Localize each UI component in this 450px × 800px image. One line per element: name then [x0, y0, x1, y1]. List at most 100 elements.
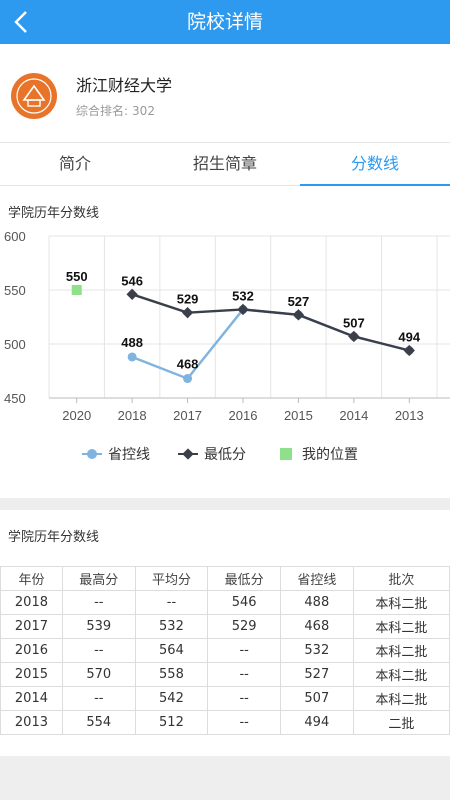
table-cell: 488	[279, 590, 354, 615]
school-name: 浙江财经大学	[76, 76, 173, 95]
x-tick-label: 2016	[229, 408, 258, 423]
series-line	[131, 293, 410, 352]
table-cell: 本科二批	[352, 590, 450, 615]
data-point	[292, 309, 305, 321]
data-label: 468	[177, 357, 199, 372]
table-row: 2018 -- -- 546 488 本科二批	[0, 590, 450, 615]
y-tick-label: 550	[4, 283, 26, 298]
top-bar: 院校详情	[0, 0, 450, 44]
table-cell: 542	[134, 686, 209, 711]
table-row: 2017 539 532 529 468 本科二批	[0, 614, 450, 639]
table-cell: --	[207, 662, 281, 687]
table-row: 2014 -- 542 -- 507 本科二批	[0, 686, 450, 711]
table-cell: --	[207, 710, 281, 735]
table-cell: 2014	[0, 686, 63, 711]
y-tick-label: 600	[4, 229, 26, 244]
table-header-cell: 平均分	[134, 566, 209, 591]
table-cell: --	[61, 590, 136, 615]
table-cell: 2016	[0, 638, 63, 663]
table-cell: 2015	[0, 662, 63, 687]
table-header-cell: 批次	[352, 566, 450, 591]
x-tick-label: 2014	[339, 408, 368, 423]
table-cell: 529	[207, 614, 281, 639]
data-label: 507	[343, 315, 365, 330]
tab-admission-guide[interactable]: 招生简章	[192, 154, 257, 173]
table-cell: --	[207, 638, 281, 663]
table-cell: 507	[279, 686, 354, 711]
table-cell: --	[61, 638, 136, 663]
data-label: 546	[121, 273, 143, 288]
data-point	[71, 285, 82, 295]
legend-marker	[280, 448, 292, 460]
x-tick-label: 2013	[395, 408, 424, 423]
legend-label: 省控线	[108, 447, 150, 463]
chart-card: 学院历年分数线 600 550 500 450 2020 2018 2017 2016 2015…	[0, 186, 450, 498]
table-row: 2015 570 558 -- 527 本科二批	[0, 662, 450, 687]
table-cell: 564	[134, 638, 209, 663]
table-cell: 2017	[0, 614, 63, 639]
table-cell: 512	[134, 710, 209, 735]
table-cell: 2018	[0, 590, 63, 615]
x-tick-label: 2020	[62, 408, 91, 423]
table-row: 2016 -- 564 -- 532 本科二批	[0, 638, 450, 663]
table-cell: 本科二批	[352, 686, 450, 711]
table-cell: 494	[279, 710, 354, 735]
table-row: 2013 554 512 -- 494 二批	[0, 710, 450, 735]
tab-intro[interactable]: 简介	[58, 154, 91, 173]
school-logo-icon	[11, 73, 57, 119]
data-label: 494	[398, 329, 420, 344]
table-header-cell: 年份	[0, 566, 63, 591]
page-title: 院校详情	[186, 11, 263, 33]
rank-label: 综合排名:	[76, 104, 129, 118]
data-label: 550	[66, 269, 88, 284]
table-cell: 468	[279, 614, 354, 639]
legend-label: 最低分	[204, 447, 246, 463]
data-label: 488	[121, 335, 143, 350]
table-header-cell: 最高分	[61, 566, 136, 591]
data-point	[181, 307, 194, 319]
legend-marker	[182, 448, 194, 460]
table-cell: 546	[207, 590, 281, 615]
tab-score-line[interactable]: 分数线	[300, 143, 450, 186]
score-table: 年份 最高分 平均分 最低分 省控线 批次 2018 -- -- 546 488 本科二批 2017 5…	[0, 566, 450, 735]
x-tick-label: 2018	[118, 408, 147, 423]
table-cell: --	[61, 686, 136, 711]
rank-value: 302	[132, 104, 155, 118]
table-header-cell: 省控线	[279, 566, 354, 591]
table-cell: 527	[279, 662, 354, 687]
table-header-cell: 最低分	[207, 566, 281, 591]
y-tick-label: 500	[4, 337, 26, 352]
y-tick-label: 450	[4, 391, 26, 406]
chart-section-title: 学院历年分数线	[8, 206, 100, 221]
table-cell: --	[207, 686, 281, 711]
score-line-chart: 600 550 500 450 2020 2018 2017 2016 2015 2014 2013…	[4, 229, 450, 463]
table-cell: 本科二批	[352, 614, 450, 639]
table-cell: 539	[61, 614, 136, 639]
table-cell: 2013	[0, 710, 63, 735]
chevron-left-icon[interactable]	[8, 6, 38, 38]
table-section-title: 学院历年分数线	[8, 530, 100, 545]
school-rank: 综合排名: 302	[76, 102, 159, 119]
table-header-row: 年份 最高分 平均分 最低分 省控线 批次	[0, 566, 450, 591]
school-header: 浙江财经大学 综合排名: 302	[0, 44, 450, 142]
data-point	[183, 374, 193, 384]
table-cell: --	[134, 590, 209, 615]
x-tick-label: 2015	[284, 408, 313, 423]
table-cell: 本科二批	[352, 638, 450, 663]
data-label: 532	[232, 288, 254, 303]
legend-label: 我的位置	[302, 447, 358, 463]
data-point	[403, 344, 415, 357]
tab-bar: 简介 招生简章 分数线	[0, 142, 450, 186]
table-cell: 570	[61, 662, 136, 687]
x-tick-label: 2017	[173, 408, 202, 423]
table-cell: 558	[134, 662, 209, 687]
data-label: 527	[288, 294, 310, 309]
data-point	[127, 352, 137, 362]
table-cell: 532	[279, 638, 354, 663]
table-cell: 532	[134, 614, 209, 639]
table-cell: 二批	[352, 710, 450, 735]
legend-marker	[87, 449, 97, 459]
data-label: 529	[177, 292, 199, 307]
table-cell: 本科二批	[352, 662, 450, 687]
table-card: 学院历年分数线 年份 最高分 平均分 最低分 省控线 批次 2018 -- -- 546 488 本…	[0, 510, 450, 756]
